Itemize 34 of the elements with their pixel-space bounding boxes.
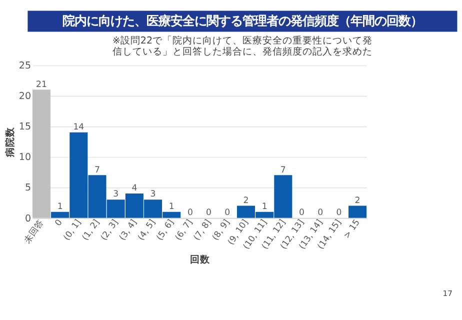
data-label: 1 — [262, 202, 268, 212]
data-label: 1 — [57, 202, 63, 212]
data-label: 0 — [336, 208, 342, 218]
data-label: 0 — [224, 208, 230, 218]
data-label: 3 — [150, 190, 156, 200]
x-tick-label: (0, 1] — [62, 218, 84, 243]
y-tick-label: 10 — [18, 152, 32, 164]
y-tick-label: 25 — [18, 60, 32, 72]
chart-title: 院内に向けた、医療安全に関する管理者の発信頻度（年間の回数） — [62, 13, 422, 28]
data-label: 2 — [243, 196, 249, 206]
data-label: 2 — [354, 196, 360, 206]
x-tick-label: (7, 8] — [192, 218, 214, 243]
x-axis-title: 回数 — [190, 253, 211, 266]
data-label: 0 — [299, 208, 304, 218]
y-tick-label: 20 — [18, 91, 32, 102]
bar — [32, 90, 50, 218]
data-label: 21 — [36, 80, 47, 90]
text: 17 — [442, 289, 453, 298]
bar — [348, 206, 367, 218]
data-label: 7 — [280, 165, 286, 176]
x-tick-label: 0 — [54, 218, 65, 228]
data-label: 4 — [132, 184, 138, 194]
data-label: 1 — [168, 202, 174, 212]
y-tick-label: 5 — [24, 182, 32, 194]
data-label: 7 — [94, 165, 100, 176]
x-tick-label: > 15 — [342, 218, 362, 241]
data-label: 3 — [113, 190, 119, 200]
y-tick-label: 15 — [18, 122, 32, 133]
data-label: 14 — [73, 122, 84, 133]
y-axis-title: 病院数 — [4, 126, 16, 158]
data-label: 0 — [318, 208, 324, 218]
chart-subtitle: ※設問22で「院内に向けて、医療安全の重要性について発信している」と回答した場合に、発信頻度の記入を求めた — [112, 34, 373, 58]
data-label: 0 — [187, 208, 193, 218]
data-label: 0 — [206, 208, 212, 218]
